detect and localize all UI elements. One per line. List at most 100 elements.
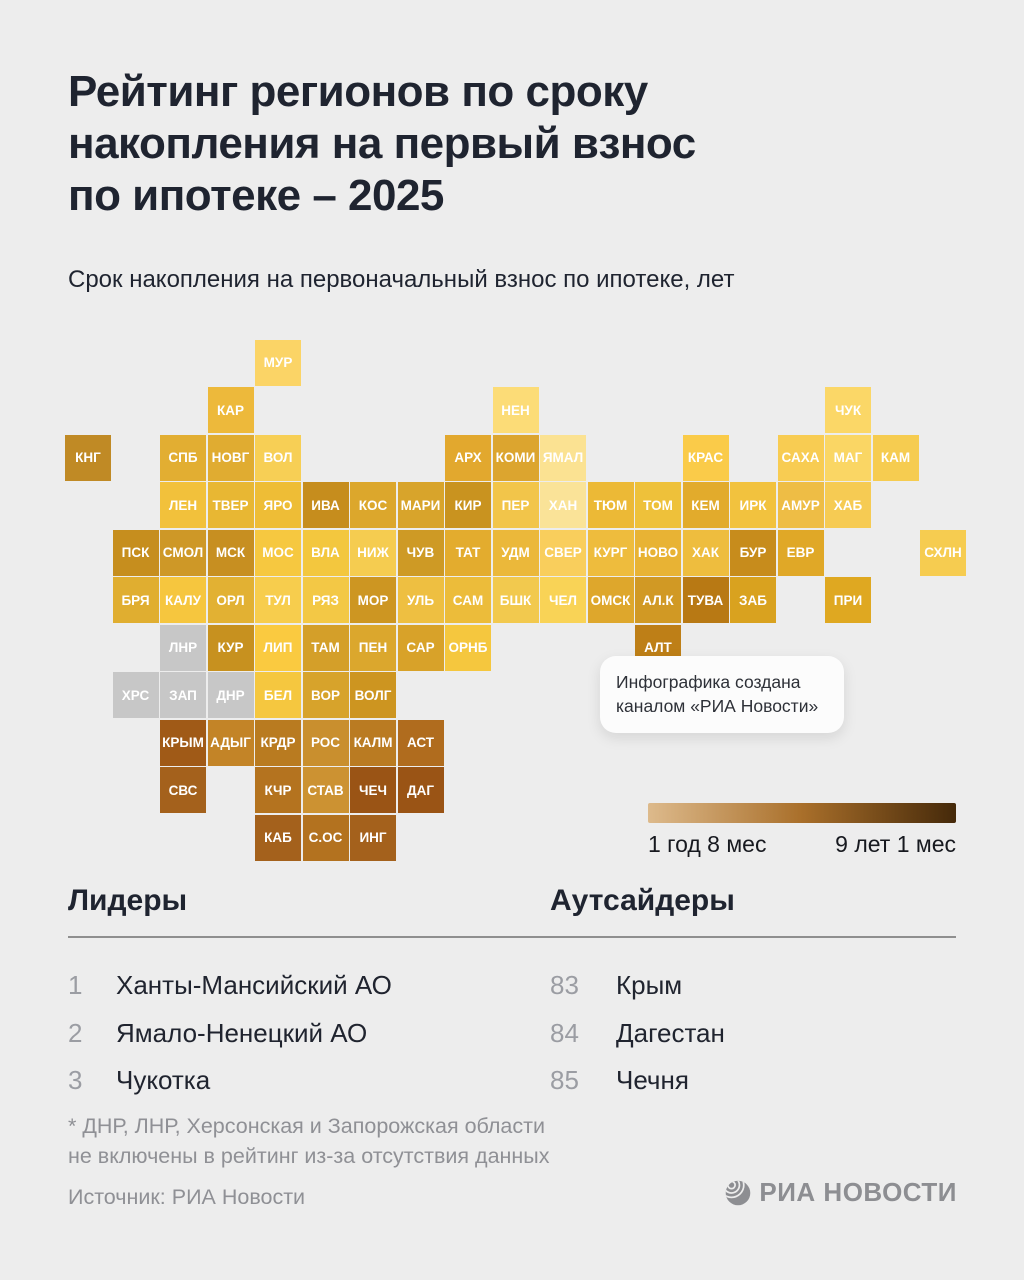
map-tile-МСК: МСК <box>207 529 254 576</box>
map-tile-КАЛМ: КАЛМ <box>350 719 396 766</box>
map-tile-ЯМАЛ: ЯМАЛ <box>540 434 586 481</box>
map-tile-ИРК: ИРК <box>730 482 776 528</box>
map-tile-САМ: САМ <box>445 577 491 623</box>
map-tile-ЛЕН: ЛЕН <box>160 482 206 528</box>
legend-max-label: 9 лет 1 мес <box>835 831 956 857</box>
map-tile-ТУВА: ТУВА <box>682 577 729 623</box>
map-tile-ЯРО: ЯРО <box>255 482 301 528</box>
map-tile-ТУЛ: ТУЛ <box>255 577 301 623</box>
ranking-row: 85 Чечня <box>550 1057 725 1105</box>
map-tile-ТЮМ: ТЮМ <box>587 482 634 528</box>
map-tile-ТОМ: ТОМ <box>635 482 681 528</box>
map-tile-БУР: БУР <box>730 529 776 576</box>
map-tile-КЕМ: КЕМ <box>682 482 729 528</box>
map-tile-НОВО: НОВО <box>635 529 681 576</box>
map-tile-САР: САР <box>397 624 444 671</box>
map-tile-ВОЛ: ВОЛ <box>255 434 301 481</box>
map-tile-СПБ: СПБ <box>160 434 206 481</box>
page-title: Рейтинг регионов по сроку накопления на … <box>68 67 696 220</box>
map-tile-СТАВ: СТАВ <box>302 767 349 813</box>
outsiders-list: 83 Крым 84 Дагестан 85 Чечня <box>550 962 725 1105</box>
attribution-callout-text: Инфографика создана каналом «РИА Новости… <box>616 672 819 717</box>
map-tile-ТВЕР: ТВЕР <box>207 482 254 528</box>
map-tile-МАГ: МАГ <box>825 434 871 481</box>
rank-number: 2 <box>68 1017 83 1048</box>
color-scale-gradient <box>648 803 956 823</box>
attribution-callout: Инфографика создана каналом «РИА Новости… <box>600 656 844 734</box>
map-tile-ДАГ: ДАГ <box>397 767 444 813</box>
map-tile-ЕВР: ЕВР <box>777 529 824 576</box>
map-tile-КАМ: КАМ <box>872 434 919 481</box>
map-tile-С.ОС: С.ОС <box>302 814 349 861</box>
map-tile-БЕЛ: БЕЛ <box>255 672 301 718</box>
source-line: Источник: РИА Новости <box>68 1185 306 1209</box>
map-tile-МУР: МУР <box>255 339 301 386</box>
map-tile-НИЖ: НИЖ <box>350 529 396 576</box>
map-tile-ХАК: ХАК <box>682 529 729 576</box>
map-tile-КАР: КАР <box>207 387 254 433</box>
map-tile-КИР: КИР <box>445 482 491 528</box>
map-tile-МОС: МОС <box>255 529 301 576</box>
map-tile-КЧР: КЧР <box>255 767 301 813</box>
map-tile-ПРИ: ПРИ <box>825 577 871 623</box>
map-tile-СХЛН: СХЛН <box>920 529 966 576</box>
map-tile-ВОР: ВОР <box>302 672 349 718</box>
map-tile-ТАТ: ТАТ <box>445 529 491 576</box>
map-tile-АЛ.К: АЛ.К <box>635 577 681 623</box>
page-subtitle: Срок накопления на первоначальный взнос … <box>68 266 735 293</box>
map-tile-НЕН: НЕН <box>492 387 539 433</box>
ria-globe-icon <box>726 1180 751 1205</box>
map-tile-ДНР: ДНР <box>207 672 254 718</box>
map-tile-ЧУВ: ЧУВ <box>397 529 444 576</box>
region-name: Ямало-Ненецкий АО <box>116 1017 368 1048</box>
map-tile-ВЛА: ВЛА <box>302 529 349 576</box>
map-tile-ПЕР: ПЕР <box>492 482 539 528</box>
map-tile-КНГ: КНГ <box>65 434 111 481</box>
map-tile-САХА: САХА <box>777 434 824 481</box>
map-tile-ХАБ: ХАБ <box>825 482 871 528</box>
map-tile-НОВГ: НОВГ <box>207 434 254 481</box>
map-tile-КОМИ: КОМИ <box>492 434 539 481</box>
map-tile-МОР: МОР <box>350 577 396 623</box>
ria-logo-text: РИА НОВОСТИ <box>759 1177 957 1207</box>
map-tile-КАЛУ: КАЛУ <box>160 577 206 623</box>
map-tile-КОС: КОС <box>350 482 396 528</box>
map-tile-КРДР: КРДР <box>255 719 301 766</box>
map-tile-СМОЛ: СМОЛ <box>160 529 206 576</box>
map-tile-РОС: РОС <box>302 719 349 766</box>
map-tile-ПЕН: ПЕН <box>350 624 396 671</box>
map-tile-ЧЕЛ: ЧЕЛ <box>540 577 586 623</box>
region-name: Крым <box>616 970 683 1001</box>
section-divider <box>68 936 956 938</box>
ranking-row: 83 Крым <box>550 962 725 1010</box>
map-tile-ОРЛ: ОРЛ <box>207 577 254 623</box>
map-tile-ЧУК: ЧУК <box>825 387 871 433</box>
map-tile-ИВА: ИВА <box>302 482 349 528</box>
rank-number: 1 <box>68 970 83 1001</box>
map-tile-СВС: СВС <box>160 767 206 813</box>
map-tile-КУР: КУР <box>207 624 254 671</box>
leaders-heading: Лидеры <box>68 884 188 917</box>
map-tile-УЛЬ: УЛЬ <box>397 577 444 623</box>
map-tile-ЗАБ: ЗАБ <box>730 577 776 623</box>
ranking-row: 3 Чукотка <box>68 1057 392 1105</box>
map-tile-СВЕР: СВЕР <box>540 529 586 576</box>
map-tile-АМУР: АМУР <box>777 482 824 528</box>
legend-min-label: 1 год 8 мес <box>648 831 767 857</box>
map-tile-АДЫГ: АДЫГ <box>207 719 254 766</box>
map-tile-ПСК: ПСК <box>112 529 159 576</box>
map-tile-ТАМ: ТАМ <box>302 624 349 671</box>
map-tile-БРЯ: БРЯ <box>112 577 159 623</box>
map-tile-КУРГ: КУРГ <box>587 529 634 576</box>
map-tile-ХАН: ХАН <box>540 482 586 528</box>
map-tile-УДМ: УДМ <box>492 529 539 576</box>
leaders-list: 1 Ханты-Мансийский АО 2 Ямало-Ненецкий АО 3 Ч… <box>68 962 392 1105</box>
ranking-row: 2 Ямало-Ненецкий АО <box>68 1010 392 1058</box>
ranking-row: 1 Ханты-Мансийский АО <box>68 962 392 1010</box>
map-tile-ЧЕЧ: ЧЕЧ <box>350 767 396 813</box>
region-name: Ханты-Мансийский АО <box>116 970 392 1001</box>
map-tile-МАРИ: МАРИ <box>397 482 444 528</box>
ranking-row: 84 Дагестан <box>550 1010 725 1058</box>
map-tile-ОРНБ: ОРНБ <box>445 624 491 671</box>
map-tile-БШК: БШК <box>492 577 539 623</box>
